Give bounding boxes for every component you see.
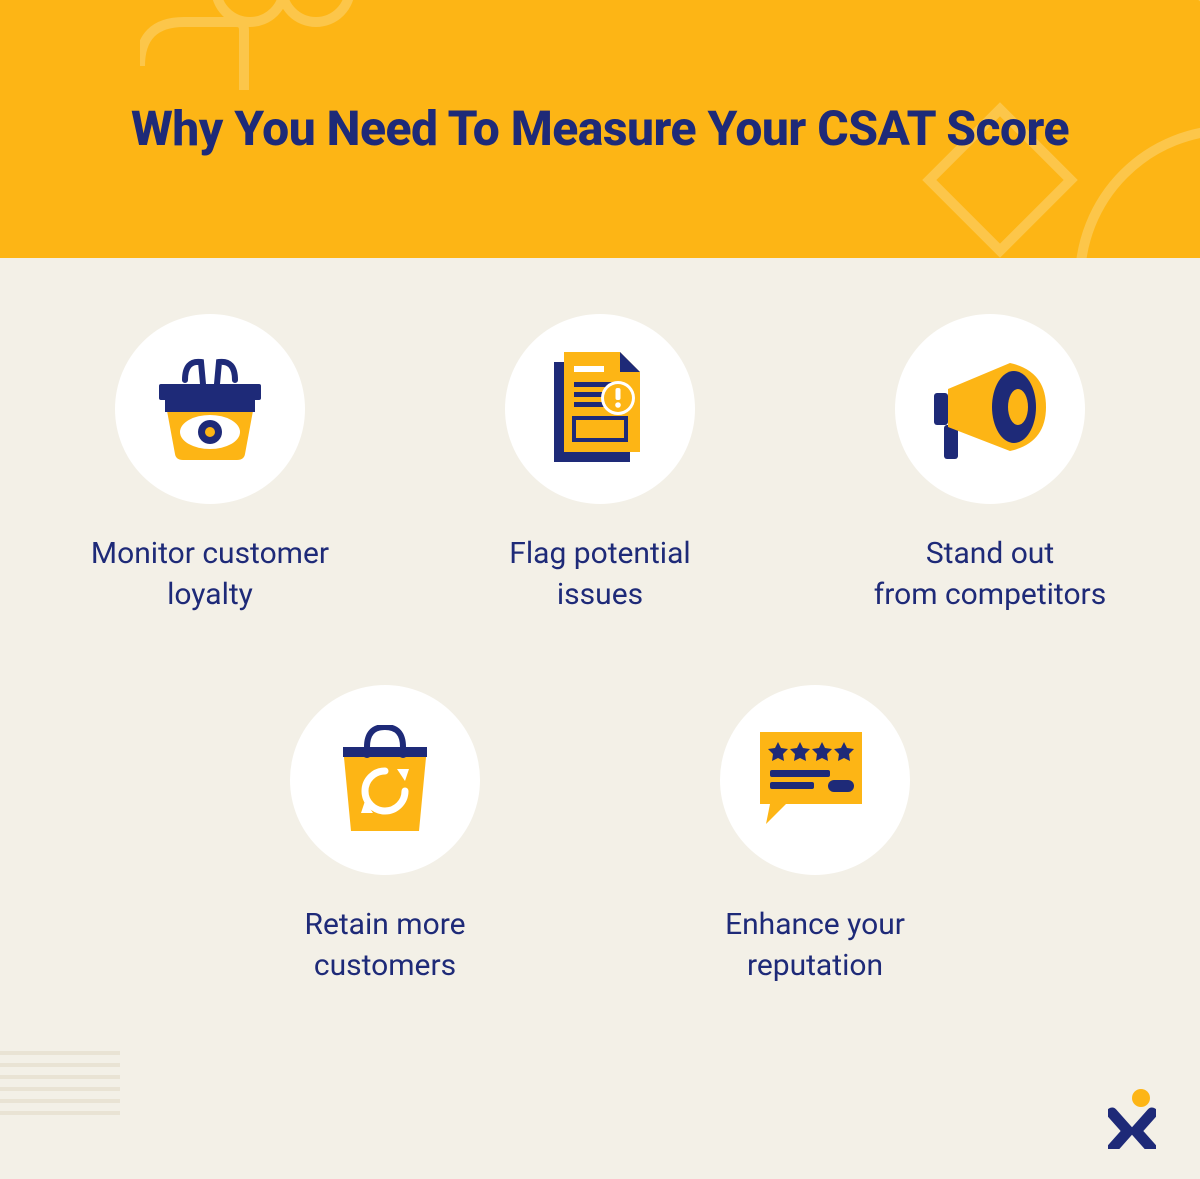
icon-circle [895,314,1085,504]
items-grid: Monitor customer loyalty [0,258,1200,1096]
megaphone-icon [928,355,1052,463]
item-label: Enhance your reputation [725,905,905,986]
deco-stripes [0,1049,120,1119]
icon-circle [115,314,305,504]
items-row-1: Monitor customer loyalty [70,314,1130,615]
shopping-bag-refresh-icon [335,725,435,835]
item-retain-customers: Retain more customers [245,685,525,986]
brand-logo-icon [1108,1089,1156,1149]
item-flag-issues: Flag potential issues [460,314,740,615]
item-label: Stand out from competitors [874,534,1106,615]
document-alert-icon [554,352,646,466]
chat-stars-icon [756,728,874,832]
item-label: Retain more customers [304,905,465,986]
item-label: Flag potential issues [509,534,690,615]
basket-eye-icon [151,354,269,464]
icon-circle [290,685,480,875]
item-stand-out: Stand out from competitors [850,314,1130,615]
icon-circle [720,685,910,875]
item-monitor-loyalty: Monitor customer loyalty [70,314,350,615]
icon-circle [505,314,695,504]
page-title: Why You Need To Measure Your CSAT Score [131,99,1069,159]
item-enhance-reputation: Enhance your reputation [675,685,955,986]
items-row-2: Retain more customers [70,685,1130,986]
header-deco-left [140,0,400,90]
header-banner: Why You Need To Measure Your CSAT Score [0,0,1200,258]
item-label: Monitor customer loyalty [91,534,329,615]
infographic-card: Why You Need To Measure Your CSAT Score [0,0,1200,1179]
